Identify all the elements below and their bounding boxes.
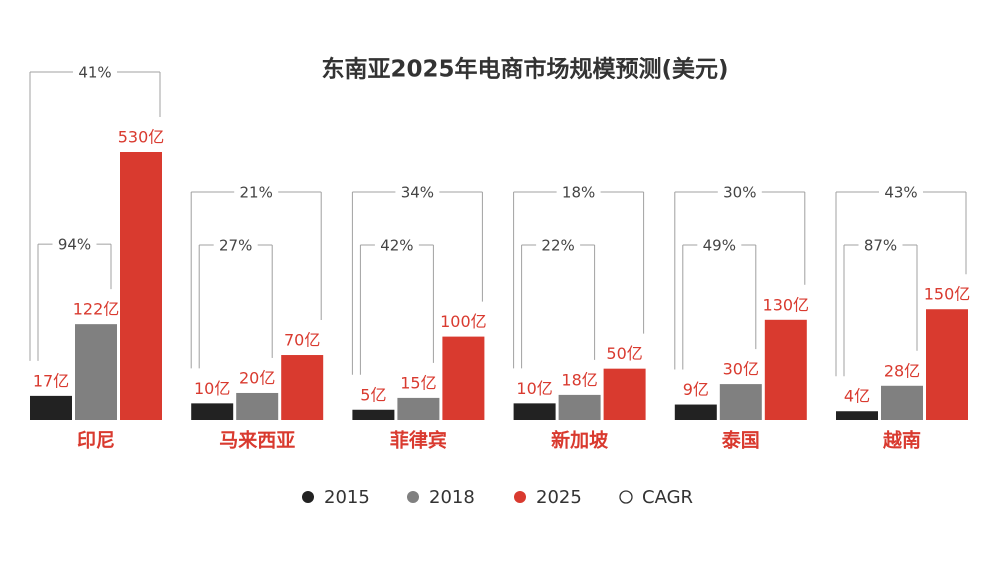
category-label: 越南 <box>882 429 921 452</box>
bar <box>513 403 556 420</box>
cagr-label: 49% <box>703 237 736 255</box>
bar <box>281 355 324 420</box>
legend-label: 2018 <box>429 487 475 508</box>
cagr-label: 43% <box>884 184 917 202</box>
value-label: 10亿 <box>194 379 230 398</box>
legend-marker <box>407 491 419 503</box>
category-label: 新加坡 <box>551 429 609 452</box>
bar <box>558 394 601 420</box>
cagr-label: 22% <box>541 237 574 255</box>
bar <box>236 392 279 420</box>
value-label: 100亿 <box>440 312 487 331</box>
chart-title: 东南亚2025年电商市场规模预测(美元) <box>321 56 728 83</box>
cagr-label: 34% <box>401 184 434 202</box>
bar <box>719 384 762 420</box>
legend-label: 2025 <box>536 487 582 508</box>
cagr-label: 41% <box>78 64 111 82</box>
value-label: 150亿 <box>924 285 971 304</box>
bar <box>352 409 395 420</box>
value-label: 130亿 <box>763 295 810 314</box>
bar <box>674 404 717 420</box>
value-label: 70亿 <box>284 331 320 350</box>
bar <box>75 324 117 420</box>
category-label: 马来西亚 <box>219 430 295 452</box>
value-label: 4亿 <box>844 387 870 406</box>
category-label: 泰国 <box>721 429 760 452</box>
value-label: 530亿 <box>118 128 165 147</box>
bar <box>603 368 646 420</box>
category-label: 印尼 <box>77 430 115 452</box>
cagr-label: 87% <box>864 237 897 255</box>
value-label: 17亿 <box>33 371 69 390</box>
bar <box>836 411 878 420</box>
value-label: 30亿 <box>723 360 759 379</box>
value-label: 9亿 <box>683 380 709 399</box>
bar <box>442 336 485 420</box>
cagr-label: 27% <box>219 237 252 255</box>
cagr-label: 94% <box>58 236 91 254</box>
legend-label: CAGR <box>642 487 693 508</box>
value-label: 5亿 <box>360 385 386 404</box>
cagr-label: 18% <box>562 184 595 202</box>
cagr-label: 42% <box>380 237 413 255</box>
bar <box>191 403 234 420</box>
legend-label: 2015 <box>324 487 370 508</box>
legend-marker <box>514 491 526 503</box>
legend-marker <box>302 491 314 503</box>
bar <box>30 395 72 420</box>
bar <box>397 397 440 420</box>
bar <box>120 152 162 420</box>
value-label: 15亿 <box>400 373 436 392</box>
value-label: 10亿 <box>516 379 552 398</box>
cagr-label: 30% <box>723 184 756 202</box>
bar <box>881 385 923 420</box>
value-label: 28亿 <box>884 361 920 380</box>
value-label: 50亿 <box>606 344 642 363</box>
bar <box>926 309 968 420</box>
value-label: 122亿 <box>73 300 120 319</box>
value-label: 18亿 <box>561 370 597 389</box>
legend-marker <box>619 490 633 504</box>
value-label: 20亿 <box>239 368 275 387</box>
category-label: 菲律宾 <box>390 429 447 452</box>
bar <box>764 319 807 420</box>
cagr-label: 21% <box>240 184 273 202</box>
